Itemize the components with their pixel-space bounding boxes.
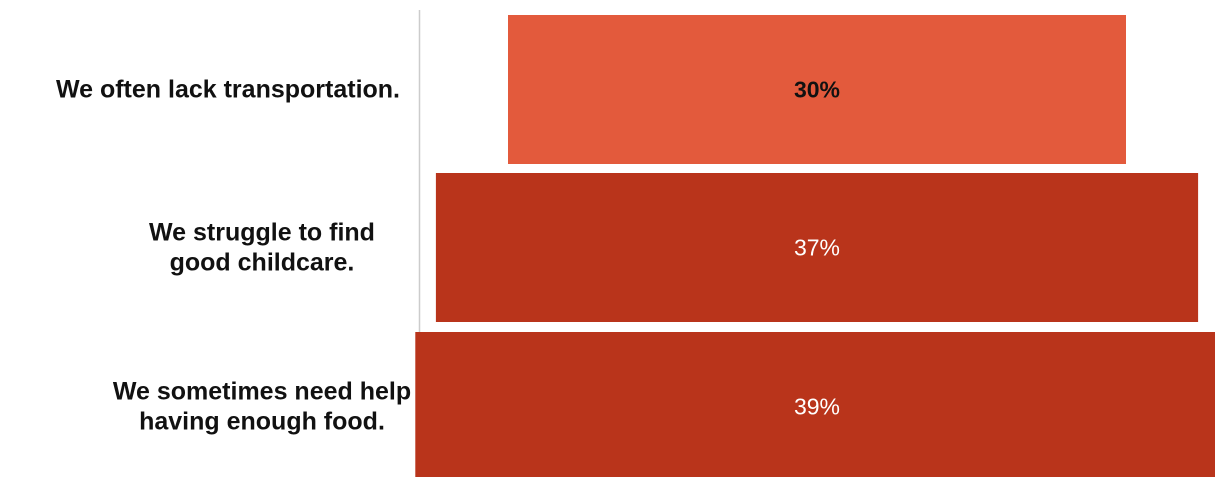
- category-label-1: We often lack transportation.: [56, 76, 400, 104]
- category-label-line: We sometimes need help: [113, 378, 411, 406]
- bar-1: [508, 15, 1126, 164]
- value-label-2: 37%: [794, 235, 840, 261]
- category-label-line: good childcare.: [170, 249, 355, 277]
- category-label-3: We sometimes need help having enough food…: [113, 378, 411, 436]
- value-label-3: 39%: [794, 394, 840, 420]
- bar-2: [435, 173, 1199, 322]
- bars-group: 30% 37% 39%: [415, 15, 1215, 477]
- category-label-line: having enough food.: [139, 408, 385, 436]
- category-label-line: We struggle to find: [149, 219, 375, 247]
- category-label-line: We often lack transportation.: [56, 76, 400, 104]
- category-labels-group: We often lack transportation. We struggle…: [56, 76, 411, 436]
- value-label-1: 30%: [794, 77, 840, 103]
- category-label-2: We struggle to find good childcare.: [149, 219, 375, 277]
- bar-3: [415, 332, 1215, 477]
